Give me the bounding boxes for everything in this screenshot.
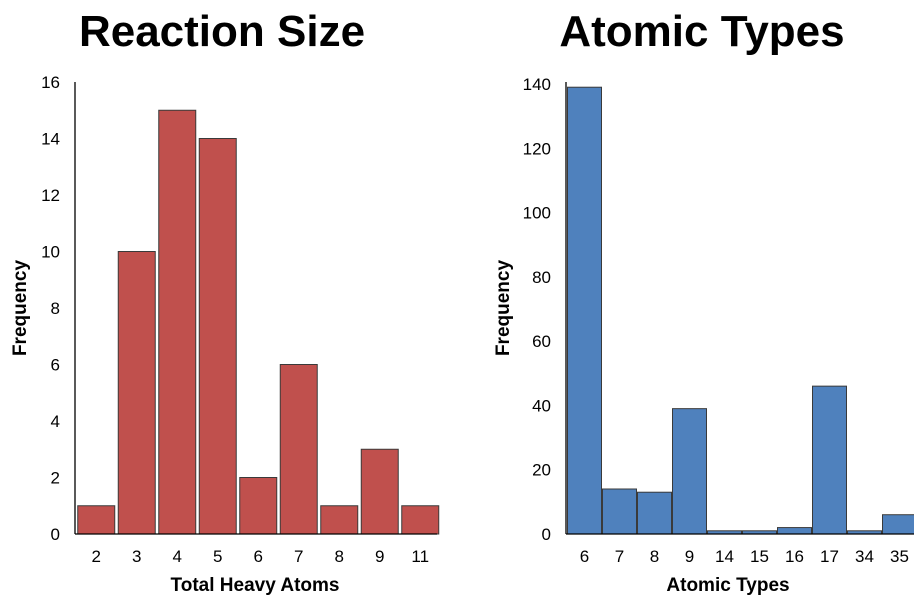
bar xyxy=(158,109,197,535)
x-tick-label: 2 xyxy=(92,547,101,566)
bar xyxy=(320,505,359,535)
bar xyxy=(672,408,707,535)
x-tick-label: 9 xyxy=(375,547,384,566)
y-tick-label: 100 xyxy=(523,204,551,223)
y-tick-label: 60 xyxy=(532,332,551,351)
x-tick-label: 4 xyxy=(173,547,182,566)
x-tick-label: 7 xyxy=(294,547,303,566)
x-tick-label: 3 xyxy=(132,547,141,566)
x-tick-label: 34 xyxy=(855,547,874,566)
y-tick-label: 0 xyxy=(51,525,60,544)
y-tick-label: 20 xyxy=(532,461,551,480)
chart-title: Reaction Size xyxy=(79,7,365,56)
bar xyxy=(360,448,399,535)
atomic-types-chart: Atomic Types Frequency Atomic Types 0 20 4… xyxy=(493,7,914,596)
x-tick-label: 35 xyxy=(890,547,909,566)
bar xyxy=(567,86,602,535)
y-tick-label: 140 xyxy=(523,75,551,94)
bars xyxy=(567,86,914,535)
x-tick-label: 17 xyxy=(820,547,839,566)
y-tick-labels: 0 2 4 6 8 10 12 14 16 xyxy=(41,73,60,544)
bar xyxy=(882,514,914,535)
chart-title: Atomic Types xyxy=(559,7,844,56)
bar xyxy=(637,491,672,535)
y-tick-label: 40 xyxy=(532,396,551,415)
bars xyxy=(77,109,440,535)
bar xyxy=(77,505,116,535)
x-axis-label: Total Heavy Atoms xyxy=(171,575,340,596)
y-tick-label: 16 xyxy=(41,73,60,92)
x-tick-label: 5 xyxy=(213,547,222,566)
bar xyxy=(117,251,156,535)
y-tick-label: 0 xyxy=(542,525,551,544)
x-tick-label: 9 xyxy=(685,547,694,566)
x-tick-labels: 6 7 8 9 14 15 16 17 34 35 xyxy=(580,547,909,566)
y-tick-labels: 0 20 40 60 80 100 120 140 xyxy=(523,75,551,544)
bar xyxy=(279,364,318,535)
y-tick-label: 8 xyxy=(51,299,60,318)
bar xyxy=(812,385,847,535)
y-tick-label: 120 xyxy=(523,139,551,158)
x-tick-label: 16 xyxy=(785,547,804,566)
y-axis-label: Frequency xyxy=(493,260,514,357)
y-tick-label: 10 xyxy=(41,243,60,262)
y-tick-label: 4 xyxy=(51,412,60,431)
x-tick-label: 8 xyxy=(650,547,659,566)
y-tick-label: 14 xyxy=(41,130,60,149)
y-tick-label: 2 xyxy=(51,469,60,488)
x-tick-label: 15 xyxy=(750,547,769,566)
y-axis-label: Frequency xyxy=(10,260,31,357)
bar xyxy=(777,527,812,535)
reaction-size-chart: Reaction Size Frequency Total Heavy Atom… xyxy=(10,7,440,596)
x-tick-label: 11 xyxy=(411,547,429,566)
x-tick-label: 7 xyxy=(615,547,624,566)
bar xyxy=(401,505,440,535)
bar xyxy=(239,477,278,535)
x-axis-label: Atomic Types xyxy=(666,575,789,596)
bar xyxy=(602,488,637,535)
x-tick-labels: 2 3 4 5 6 7 8 9 11 xyxy=(92,547,430,566)
bar xyxy=(198,138,237,535)
x-tick-label: 8 xyxy=(335,547,344,566)
x-tick-label: 14 xyxy=(715,547,734,566)
y-tick-label: 12 xyxy=(41,186,60,205)
y-tick-label: 80 xyxy=(532,268,551,287)
x-tick-label: 6 xyxy=(254,547,263,566)
y-tick-label: 6 xyxy=(51,356,60,375)
x-tick-label: 6 xyxy=(580,547,589,566)
